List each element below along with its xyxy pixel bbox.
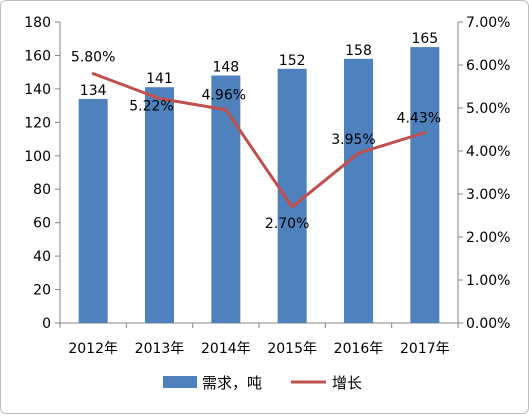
line-value-label: 5.22% <box>129 99 173 115</box>
line-point <box>224 108 228 112</box>
bar <box>277 68 307 323</box>
left-tick-label: 20 <box>33 283 51 299</box>
data-labels: 134 141 148 152 158 165 5.80% 5.22% 4.96% 2.70% 3.… <box>71 31 441 232</box>
legend: 需求，吨 增长 <box>163 374 362 392</box>
x-tick-label: 2015年 <box>267 341 317 357</box>
axes: 0 20 40 60 80 100 120 140 160 180 0.00% 1.00% 2.00% 3… <box>24 15 510 357</box>
left-tick-label: 140 <box>24 82 51 98</box>
line-point <box>423 131 427 135</box>
bar-value-label: 152 <box>279 53 306 69</box>
bar <box>78 98 108 323</box>
bar <box>410 47 440 323</box>
left-tick-label: 40 <box>33 249 51 265</box>
legend-label-bars: 需求，吨 <box>202 374 262 392</box>
right-tick-label: 0.00% <box>466 316 510 332</box>
bar-value-label: 141 <box>146 71 173 87</box>
x-tick-label: 2014年 <box>201 341 251 357</box>
line-point <box>357 151 360 155</box>
right-tick-label: 4.00% <box>466 144 510 160</box>
right-tick-label: 2.00% <box>466 230 510 246</box>
bar-value-label: 148 <box>212 60 239 76</box>
bar-series <box>78 47 440 324</box>
line-value-label: 4.43% <box>397 111 441 127</box>
line-value-label: 2.70% <box>265 216 309 232</box>
right-tick-label: 1.00% <box>466 273 510 289</box>
right-tick-label: 6.00% <box>466 58 510 74</box>
line-point <box>91 72 95 76</box>
left-tick-label: 180 <box>24 15 51 31</box>
left-tick-label: 100 <box>24 149 51 165</box>
legend-swatch-bars <box>163 376 197 388</box>
bar-value-label: 134 <box>80 83 107 99</box>
left-tick-label: 80 <box>33 182 51 198</box>
line-value-label: 3.95% <box>331 132 375 148</box>
bar-value-label: 165 <box>411 31 438 47</box>
right-tick-label: 5.00% <box>466 101 510 117</box>
growth-line <box>92 72 426 209</box>
left-tick-label: 160 <box>24 48 51 64</box>
bar <box>145 87 174 323</box>
line-series <box>91 72 427 209</box>
line-point <box>290 205 294 209</box>
line-value-label: 5.80% <box>71 50 115 66</box>
left-tick-label: 120 <box>24 115 51 131</box>
right-tick-label: 3.00% <box>466 187 510 203</box>
x-tick-label: 2012年 <box>68 341 118 357</box>
legend-label-line: 增长 <box>332 374 362 392</box>
line-point <box>158 97 161 101</box>
x-tick-label: 2013年 <box>135 341 185 357</box>
x-tick-label: 2017年 <box>400 341 450 357</box>
bar <box>344 58 373 324</box>
left-tick-label: 60 <box>33 216 51 232</box>
line-value-label: 4.96% <box>202 88 246 104</box>
left-tick-label: 0 <box>42 316 51 332</box>
x-tick-label: 2016年 <box>334 341 384 357</box>
bar-value-label: 158 <box>345 43 372 59</box>
bar <box>211 75 241 323</box>
right-tick-label: 7.00% <box>466 15 510 31</box>
